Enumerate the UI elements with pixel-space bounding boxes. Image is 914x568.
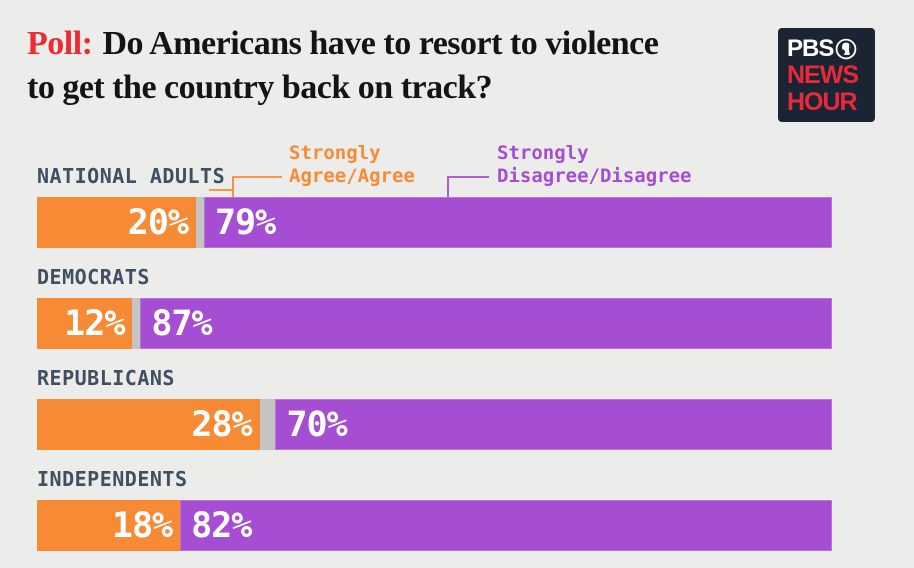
agree-segment: 28% xyxy=(37,399,260,450)
remainder-gap-segment xyxy=(132,298,141,349)
chart-row: DEMOCRATS 12% 87% xyxy=(37,266,832,349)
disagree-segment: 87% xyxy=(140,298,832,349)
chart-rows: NATIONAL ADULTS 20% 79% DEMOCRATS 12% 87% REPU… xyxy=(37,165,832,568)
chart-row: INDEPENDENTS 18% 82% xyxy=(37,468,832,551)
logo-hour-text: HOUR xyxy=(787,88,858,116)
category-label: REPUBLICANS xyxy=(37,366,175,390)
pbs-head-icon xyxy=(836,38,857,59)
disagree-value: 87% xyxy=(151,303,212,344)
agree-segment: 20% xyxy=(37,197,196,248)
agree-value: 18% xyxy=(111,505,173,546)
title-line1: Do Americans have to resort to violence xyxy=(102,25,659,62)
agree-value: 28% xyxy=(191,404,252,445)
legend-disagree-label: Strongly Disagree/Disagree xyxy=(497,142,692,187)
stacked-bar: 12% 87% xyxy=(37,298,832,349)
disagree-value: 82% xyxy=(191,505,252,546)
disagree-segment: 79% xyxy=(203,197,832,248)
title-line2: to get the country back on track? xyxy=(27,69,493,106)
category-label: DEMOCRATS xyxy=(37,265,150,289)
agree-value: 12% xyxy=(64,303,125,344)
stacked-bar: 28% 70% xyxy=(37,399,832,450)
title-prefix: Poll: xyxy=(27,25,93,62)
disagree-segment: 82% xyxy=(180,500,832,551)
logo-line-pbs: PBS xyxy=(787,35,875,62)
category-label: INDEPENDENTS xyxy=(37,467,188,491)
legend-agree-label: Strongly Agree/Agree xyxy=(289,142,415,187)
chart-row: REPUBLICANS 28% 70% xyxy=(37,367,832,450)
stacked-bar: 20% 79% xyxy=(37,197,832,248)
agree-segment: 12% xyxy=(37,298,133,349)
stacked-bar: 18% 82% xyxy=(37,500,832,551)
pbs-newshour-logo: PBS NEWS HOUR xyxy=(778,28,875,122)
agree-value: 20% xyxy=(127,202,189,243)
agree-segment: 18% xyxy=(37,500,181,551)
disagree-segment: 70% xyxy=(275,399,832,450)
remainder-gap-segment xyxy=(259,399,276,450)
chart-row: NATIONAL ADULTS 20% 79% xyxy=(37,165,832,248)
disagree-value: 79% xyxy=(214,202,276,243)
logo-news-text: NEWS xyxy=(787,61,859,89)
logo-pbs-text: PBS xyxy=(787,35,834,62)
disagree-value: 70% xyxy=(286,404,347,445)
category-label: NATIONAL ADULTS xyxy=(37,164,226,188)
remainder-gap-segment xyxy=(196,197,204,248)
page-title: Poll: Do Americans have to resort to viol… xyxy=(27,22,767,110)
